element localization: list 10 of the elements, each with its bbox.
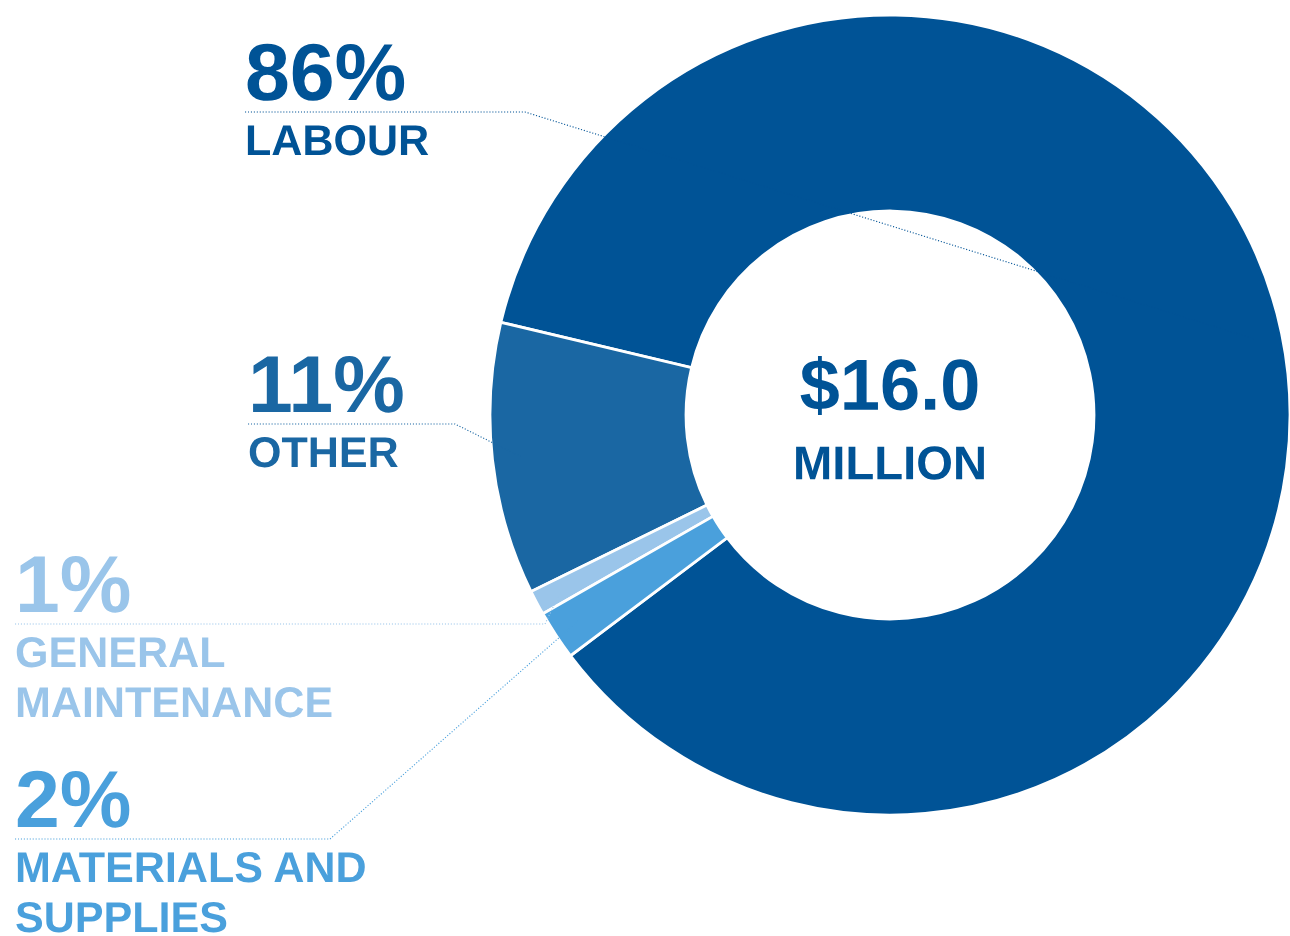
slice-label: OTHER (249, 436, 398, 468)
data-label: 86% (247, 43, 405, 101)
data-label: 11% (253, 355, 403, 413)
slice-label: LABOUR (247, 124, 429, 156)
data-label: 2% (17, 770, 130, 828)
data-label: 1% (20, 555, 130, 613)
slice-label: MATERIALS AND SUPPLIES (16, 851, 365, 933)
text: $16.0 (800, 356, 978, 416)
slice-label: GENERAL MAINTENANCE (16, 636, 332, 718)
text: MILLION (796, 446, 984, 480)
